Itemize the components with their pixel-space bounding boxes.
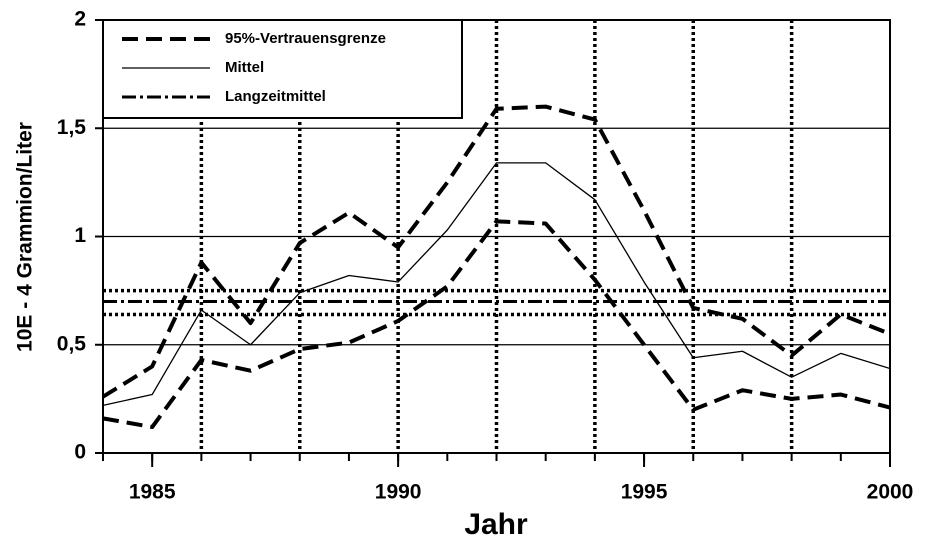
x-axis-label: Jahr: [464, 508, 528, 541]
mean-line: [102, 162, 891, 407]
upper-confidence-line: [101, 104, 891, 399]
legend-box: [102, 19, 463, 119]
lower-confidence-line: [102, 219, 891, 430]
x-tick-label: 1985: [129, 481, 176, 504]
y-axis-label: 10E - 4 Grammion/Liter: [14, 122, 37, 352]
y-tick-label: 1: [74, 224, 86, 247]
plot-frame: [102, 19, 891, 454]
legend-label: 95%-Vertrauensgrenze: [225, 30, 386, 47]
legend-label: Mittel: [225, 59, 264, 76]
legend-label: Langzeitmittel: [225, 88, 326, 105]
y-tick-label: 0: [74, 441, 86, 464]
y-tick-label: 2: [74, 8, 86, 31]
y-tick-label: 0,5: [57, 332, 87, 355]
x-tick-label: 1995: [621, 481, 668, 504]
x-tick-label: 1990: [375, 481, 422, 504]
y-tick-label: 1,5: [57, 116, 87, 139]
x-tick-label: 2000: [867, 481, 914, 504]
